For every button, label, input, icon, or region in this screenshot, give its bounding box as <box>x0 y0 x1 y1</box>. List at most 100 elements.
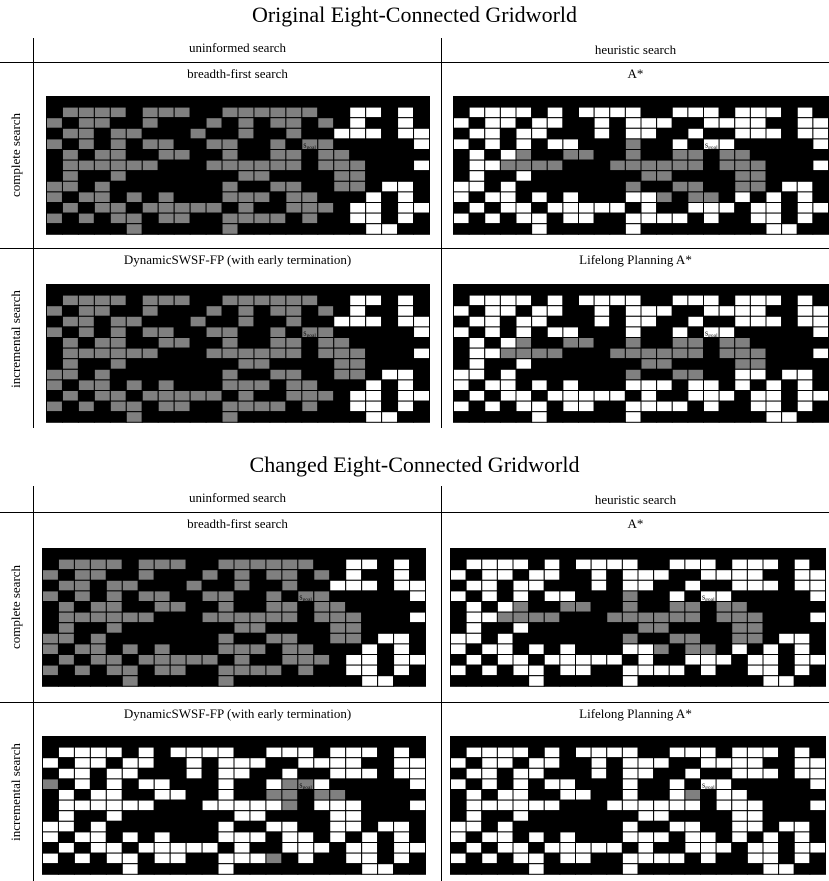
blocked-cell <box>653 746 670 759</box>
blocked-cell <box>361 778 379 791</box>
expanded-cell <box>313 789 331 801</box>
blocked-cell <box>718 212 736 225</box>
blocked-cell <box>715 622 733 634</box>
blocked-cell <box>609 191 626 204</box>
blocked-cell <box>237 149 255 161</box>
blocked-cell <box>687 138 705 151</box>
expanded-cell <box>157 212 175 225</box>
blocked-cell <box>409 622 426 634</box>
free-cell <box>593 294 611 307</box>
expanded-cell <box>349 180 367 193</box>
blocked-cell <box>137 852 155 865</box>
blocked-cell <box>590 736 608 748</box>
expanded-cell <box>281 789 299 801</box>
expanded-cell <box>578 149 595 161</box>
free-cell <box>450 757 467 769</box>
expanded-cell <box>137 558 155 571</box>
blocked-cell <box>409 675 426 687</box>
blocked-cell <box>528 789 545 801</box>
blocked-cell <box>313 746 331 759</box>
blocked-cell <box>562 294 580 307</box>
expanded-cell <box>109 337 127 349</box>
free-cell <box>531 127 548 140</box>
free-cell <box>637 579 655 592</box>
blocked-cell <box>237 326 255 339</box>
blocked-cell <box>793 863 811 875</box>
expanded-cell <box>221 138 239 151</box>
expanded-cell <box>349 170 367 182</box>
blocked-cell <box>361 569 379 581</box>
free-cell <box>624 294 642 307</box>
blocked-cell <box>121 601 139 613</box>
blocked-cell <box>201 863 219 875</box>
free-cell <box>105 799 123 812</box>
goal-label: sgoal <box>303 141 316 152</box>
blocked-cell <box>656 106 673 119</box>
blocked-cell <box>578 315 595 328</box>
blocked-cell <box>393 778 411 791</box>
free-cell <box>684 746 702 759</box>
blocked-cell <box>157 223 175 235</box>
blocked-cell <box>668 675 686 687</box>
blocked-cell <box>89 675 107 687</box>
blocked-cell <box>77 149 95 161</box>
free-cell <box>465 558 483 571</box>
blocked-cell <box>578 347 595 360</box>
blocked-cell <box>809 558 826 571</box>
free-cell <box>393 654 411 666</box>
blocked-cell <box>61 400 79 413</box>
free-cell <box>365 191 383 204</box>
blocked-cell <box>173 358 191 370</box>
blocked-cell <box>609 96 626 108</box>
blocked-cell <box>189 96 207 108</box>
blocked-cell <box>671 117 689 129</box>
blocked-cell <box>718 106 736 119</box>
expanded-cell <box>317 390 335 402</box>
free-cell <box>249 810 267 822</box>
expanded-cell <box>317 159 335 172</box>
blocked-cell <box>668 569 686 581</box>
blocked-cell <box>42 863 59 875</box>
free-cell <box>393 842 411 854</box>
blocked-cell <box>684 778 702 791</box>
blocked-cell <box>793 675 811 687</box>
blocked-cell <box>450 622 467 634</box>
expanded-cell <box>77 117 95 129</box>
expanded-cell <box>205 326 223 339</box>
free-cell <box>624 379 642 392</box>
expanded-cell <box>281 601 299 613</box>
blocked-cell <box>365 284 383 296</box>
blocked-cell <box>656 368 673 381</box>
blocked-cell <box>481 601 498 613</box>
free-cell <box>762 675 780 687</box>
expanded-cell <box>731 601 748 613</box>
free-cell <box>349 212 367 225</box>
expanded-cell <box>317 138 335 151</box>
blocked-cell <box>217 842 235 854</box>
free-cell <box>515 106 533 119</box>
free-cell <box>329 831 347 844</box>
blocked-cell <box>185 863 203 875</box>
blocked-cell <box>637 632 655 645</box>
blocked-cell <box>593 149 611 161</box>
blocked-cell <box>269 358 287 370</box>
blocked-cell <box>377 664 395 677</box>
free-cell <box>105 746 123 759</box>
blocked-cell <box>749 223 767 235</box>
free-cell <box>528 579 545 592</box>
blocked-cell <box>57 590 75 603</box>
blocked-cell <box>703 337 720 349</box>
free-cell <box>578 212 595 225</box>
blocked-cell <box>61 117 79 129</box>
blocked-cell <box>333 284 351 296</box>
free-cell <box>381 223 399 235</box>
free-cell <box>637 664 655 677</box>
blocked-cell <box>42 842 59 854</box>
expanded-cell <box>89 601 107 613</box>
blocked-cell <box>221 202 239 214</box>
blocked-cell <box>609 170 626 182</box>
free-cell <box>345 810 363 822</box>
blocked-cell <box>465 675 483 687</box>
free-cell <box>559 789 577 801</box>
free-cell <box>137 757 155 769</box>
